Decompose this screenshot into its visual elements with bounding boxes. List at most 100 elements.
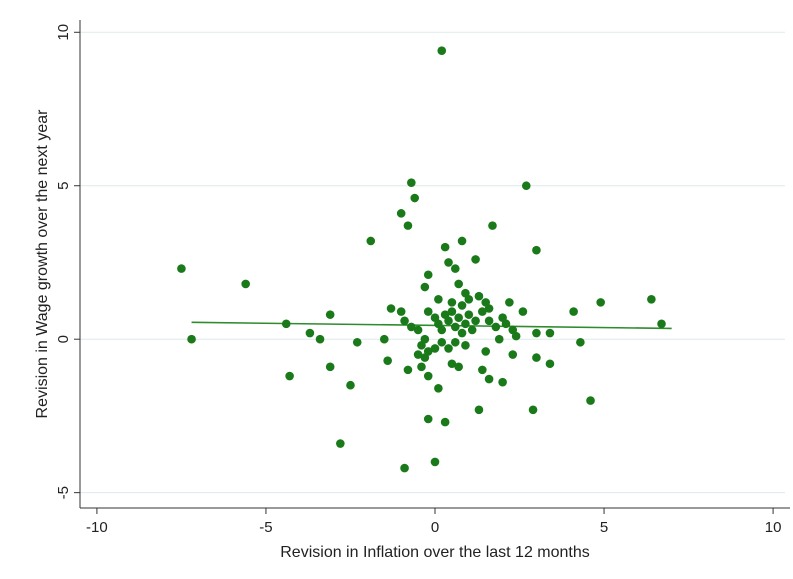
fit-line — [191, 321, 672, 330]
data-point — [532, 245, 541, 255]
data-point — [346, 380, 355, 390]
data-point — [450, 322, 460, 332]
y-tick-label: 10 — [55, 24, 72, 41]
data-point — [413, 325, 423, 335]
data-point — [396, 209, 406, 218]
x-tick-label: -5 — [259, 519, 272, 536]
data-point — [400, 316, 409, 326]
data-point — [508, 350, 518, 359]
x-tick-label: 10 — [765, 519, 782, 536]
data-point — [657, 319, 666, 329]
fit-line-group — [191, 321, 672, 330]
data-point — [444, 258, 453, 267]
data-point — [437, 46, 447, 55]
data-point — [366, 236, 376, 246]
y-axis-ticks: -5 0 5 10 — [55, 24, 80, 499]
data-points — [177, 46, 666, 473]
data-point — [437, 325, 447, 335]
data-point — [450, 264, 460, 273]
data-point — [474, 405, 484, 415]
data-point — [315, 334, 325, 344]
data-point — [413, 350, 423, 359]
x-axis-ticks: -10 -5 0 5 10 — [86, 508, 781, 536]
data-point — [447, 359, 457, 369]
data-point — [386, 304, 396, 313]
data-point — [440, 242, 450, 252]
data-point — [423, 347, 433, 356]
data-point — [447, 307, 457, 316]
data-point — [457, 328, 467, 338]
data-point — [569, 307, 578, 316]
data-point — [467, 325, 477, 335]
data-point — [464, 294, 474, 304]
data-point — [420, 282, 430, 292]
data-point — [532, 353, 541, 362]
data-point — [410, 193, 420, 203]
data-point — [241, 279, 250, 289]
data-point — [505, 298, 514, 307]
y-tick-label: -5 — [55, 486, 72, 499]
data-point — [576, 337, 585, 347]
data-point — [437, 337, 447, 347]
data-point — [396, 307, 406, 316]
data-point — [518, 307, 528, 316]
data-point — [484, 304, 494, 313]
data-point — [325, 310, 335, 319]
data-point — [484, 316, 494, 326]
data-point — [423, 371, 433, 381]
data-point — [478, 365, 487, 375]
data-point — [461, 319, 470, 329]
data-point — [545, 359, 555, 369]
data-point — [450, 337, 460, 347]
data-point — [281, 319, 291, 329]
y-axis-title: Revision in Wage growth over the next ye… — [34, 109, 51, 419]
grid-lines — [80, 31, 785, 494]
data-point — [177, 264, 186, 273]
data-point — [440, 417, 450, 427]
x-tick-label: 0 — [431, 519, 439, 536]
data-point — [521, 181, 531, 191]
data-point — [423, 414, 433, 424]
data-point — [457, 236, 467, 246]
x-axis-title: Revision in Inflation over the last 12 m… — [280, 544, 590, 561]
data-point — [474, 291, 484, 301]
axes — [79, 20, 790, 509]
data-point — [430, 457, 440, 467]
data-point — [454, 362, 463, 372]
data-point — [461, 341, 470, 350]
data-point — [434, 294, 443, 304]
data-point — [383, 356, 392, 365]
data-point — [403, 365, 413, 375]
data-point — [400, 463, 409, 473]
data-point — [596, 298, 605, 307]
data-point — [647, 294, 656, 304]
x-tick-label: 5 — [600, 519, 608, 536]
data-point — [471, 255, 480, 264]
data-point — [484, 374, 494, 384]
y-tick-label: 0 — [55, 335, 72, 343]
data-point — [464, 310, 474, 319]
y-tick-label: 5 — [55, 182, 72, 190]
data-point — [423, 270, 433, 280]
x-tick-label: -10 — [86, 519, 108, 536]
data-point — [444, 316, 453, 326]
data-point — [491, 322, 501, 332]
data-point — [379, 334, 389, 344]
data-point — [430, 344, 440, 353]
data-point — [423, 307, 433, 316]
data-point — [417, 362, 426, 372]
data-point — [545, 328, 555, 338]
data-point — [532, 328, 541, 338]
data-point — [407, 322, 416, 332]
data-point — [352, 337, 362, 347]
data-point — [528, 405, 538, 415]
data-point — [454, 313, 463, 323]
data-point — [325, 362, 335, 372]
data-point — [407, 178, 416, 187]
data-point — [457, 301, 467, 310]
data-point — [403, 221, 413, 230]
data-point — [501, 319, 511, 329]
data-point — [434, 384, 443, 393]
